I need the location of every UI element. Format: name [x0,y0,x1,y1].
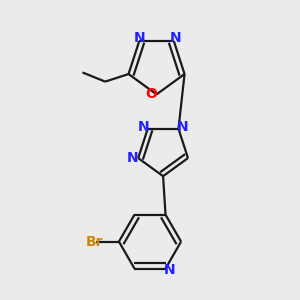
Text: N: N [170,31,181,45]
Text: N: N [164,263,175,277]
Text: Br: Br [85,235,103,249]
Text: N: N [138,120,149,134]
Text: N: N [127,151,139,165]
Text: N: N [177,120,188,134]
Text: O: O [146,87,158,101]
Text: N: N [134,31,145,45]
